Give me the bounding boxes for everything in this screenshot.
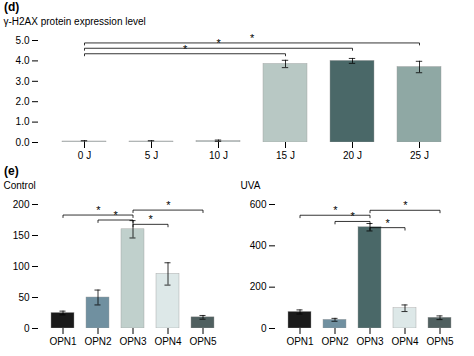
svg-text:OPN3: OPN3 [119,336,147,347]
svg-text:5.0: 5.0 [16,35,30,46]
svg-text:0 J: 0 J [78,150,91,161]
svg-text:OPN2: OPN2 [84,336,112,347]
svg-text:400: 400 [250,240,267,251]
svg-text:*: * [217,37,222,49]
svg-text:5 J: 5 J [145,150,158,161]
svg-text:600: 600 [250,199,267,210]
svg-text:γ-H2AX protein expression leve: γ-H2AX protein expression level [4,16,146,27]
svg-text:*: * [96,204,101,216]
svg-text:200: 200 [13,199,30,210]
svg-text:20 J: 20 J [343,150,362,161]
svg-text:OPN4: OPN4 [391,336,419,347]
svg-text:3.0: 3.0 [16,76,30,87]
svg-text:0.0: 0.0 [16,137,30,148]
svg-text:*: * [403,199,408,211]
svg-text:*: * [149,213,154,225]
svg-text:15 J: 15 J [276,150,295,161]
svg-text:0: 0 [24,323,30,334]
svg-text:Control: Control [4,180,36,191]
svg-text:*: * [333,204,338,216]
svg-text:OPN1: OPN1 [49,336,77,347]
svg-text:25 J: 25 J [410,150,429,161]
svg-text:*: * [386,217,391,229]
svg-text:0: 0 [261,323,267,334]
svg-text:2.0: 2.0 [16,96,30,107]
html-text:(e): (e) [4,164,19,178]
svg-text:*: * [166,199,171,211]
svg-text:100: 100 [13,261,30,272]
svg-text:UVA: UVA [241,180,261,191]
svg-text:*: * [250,32,255,44]
svg-text:OPN2: OPN2 [321,336,349,347]
svg-text:OPN5: OPN5 [426,336,454,347]
svg-text:OPN4: OPN4 [154,336,182,347]
svg-text:*: * [114,209,119,221]
svg-text:*: * [183,43,188,55]
html-text:(d): (d) [4,0,20,14]
svg-text:*: * [351,210,356,222]
svg-text:1.0: 1.0 [16,116,30,127]
svg-text:OPN3: OPN3 [356,336,384,347]
svg-text:4.0: 4.0 [16,55,30,66]
svg-text:150: 150 [13,230,30,241]
svg-text:OPN1: OPN1 [286,336,314,347]
svg-text:10 J: 10 J [209,150,228,161]
svg-text:OPN5: OPN5 [189,336,217,347]
svg-text:50: 50 [18,292,30,303]
svg-text:200: 200 [250,281,267,292]
